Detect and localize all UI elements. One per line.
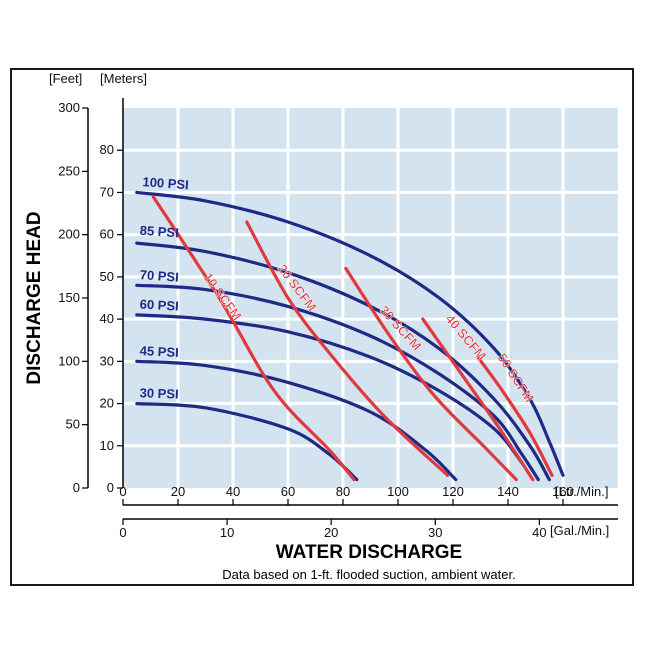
y-meter-tick-label: 50 [100, 269, 114, 284]
y-feet-tick-label: 150 [58, 290, 80, 305]
x-lpm-tick-label: 120 [442, 484, 464, 499]
curve-45-psi [135, 359, 458, 482]
curve-label-85-psi: 85 PSI [139, 223, 179, 241]
y-meter-tick-label: 40 [100, 311, 114, 326]
x-lpm-tick-label: 140 [497, 484, 519, 499]
y-axis-title: DISCHARGE HEAD [24, 211, 45, 384]
x-lpm-tick-label: 60 [281, 484, 295, 499]
y-feet-tick-label: 0 [73, 480, 80, 495]
y-feet-tick-label: 100 [58, 353, 80, 368]
curve-10-scfm [151, 195, 356, 482]
plot-area [123, 108, 618, 488]
curve-100-psi [135, 190, 565, 477]
curve-30-scfm [344, 266, 518, 482]
y-meter-tick-label: 10 [100, 438, 114, 453]
curve-85-psi [135, 241, 551, 482]
y-feet-tick-label: 250 [58, 163, 80, 178]
x-lpm-tick-label: 160 [552, 484, 574, 499]
curve-70-psi [135, 283, 540, 482]
chart-footnote: Data based on 1-ft. flooded suction, amb… [222, 567, 515, 582]
y-feet-unit-label: [Feet] [49, 71, 82, 86]
x-axis-title: WATER DISCHARGE [276, 542, 462, 563]
curve-40-scfm [421, 317, 535, 482]
x-lpm-tick-label: 20 [171, 484, 185, 499]
y-feet-tick-label: 300 [58, 100, 80, 115]
x-lpm-tick-label: 0 [119, 484, 126, 499]
x-gpm-tick-label: 20 [324, 525, 338, 540]
y-meter-tick-label: 20 [100, 396, 114, 411]
x-gpm-unit-label: [Gal./Min.] [550, 523, 609, 538]
x-gpm-tick-label: 40 [532, 525, 546, 540]
curve-label-60-psi: 60 PSI [139, 297, 179, 314]
curve-label-70-psi: 70 PSI [139, 267, 179, 285]
curve-label-45-psi: 45 PSI [139, 343, 179, 360]
y-meter-tick-label: 30 [100, 353, 114, 368]
x-lpm-tick-label: 80 [336, 484, 350, 499]
x-lpm-tick-label: 100 [387, 484, 409, 499]
x-lpm-tick-label: 40 [226, 484, 240, 499]
x-lpm-unit-label: [Ltr./Min.] [555, 484, 608, 499]
curve-label-100-psi: 100 PSI [142, 174, 189, 192]
y-meter-tick-label: 0 [107, 480, 114, 495]
curve-label-30-psi: 30 PSI [139, 385, 179, 401]
y-feet-tick-label: 200 [58, 227, 80, 242]
x-gpm-tick-label: 10 [220, 525, 234, 540]
curve-50-scfm [476, 355, 554, 477]
x-gpm-tick-label: 30 [428, 525, 442, 540]
y-feet-tick-label: 50 [66, 417, 80, 432]
y-meter-tick-label: 60 [100, 227, 114, 242]
y-meter-unit-label: [Meters] [100, 71, 147, 86]
y-meter-tick-label: 70 [100, 184, 114, 199]
curve-60-psi [135, 313, 524, 465]
x-gpm-tick-label: 0 [119, 525, 126, 540]
curve-20-scfm [245, 220, 450, 477]
y-meter-tick-label: 80 [100, 142, 114, 157]
